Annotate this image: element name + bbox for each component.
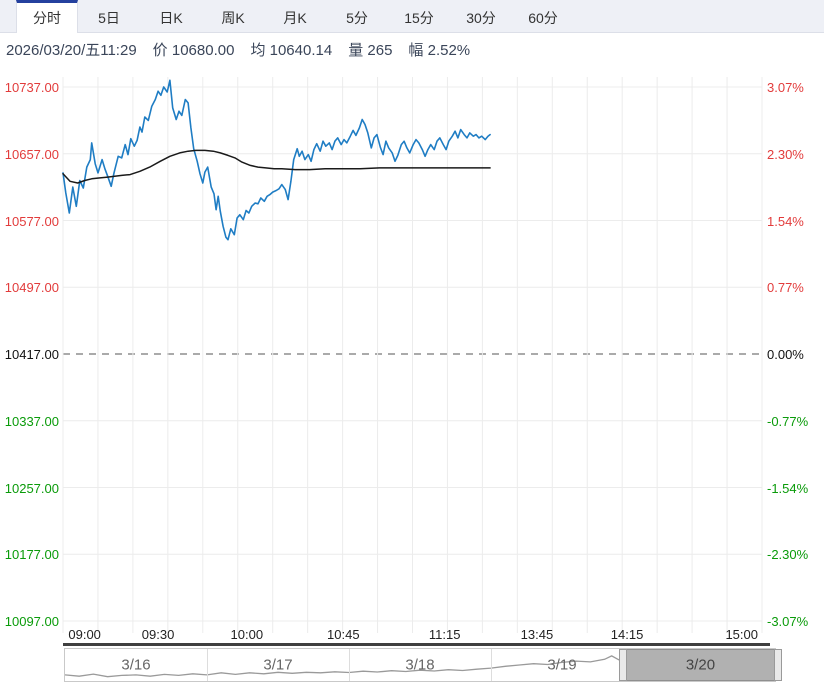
y-axis-label-left: 10417.00 — [4, 347, 59, 362]
x-axis-label: 09:30 — [141, 627, 175, 642]
navigator-handle-right[interactable] — [773, 649, 782, 681]
quote-range: 幅 2.52% — [408, 41, 471, 59]
period-tabbar: 分时 5日 日K 周K 月K 5分 15分 30分 60分 — [0, 0, 824, 33]
x-axis-label: 13:45 — [520, 627, 554, 642]
quote-datetime: 2026/03/20/五11:29 — [6, 41, 137, 59]
x-axis-label: 10:45 — [327, 627, 360, 642]
navigator-divider — [207, 649, 208, 681]
y-axis-label-right: -2.30% — [767, 547, 809, 563]
y-axis-label-left: 10337.00 — [4, 413, 59, 429]
navigator-date[interactable]: 3/18 — [405, 656, 435, 674]
chart-canvas[interactable] — [0, 65, 824, 647]
y-axis-label-left: 10097.00 — [4, 614, 59, 629]
y-axis-label-right: 1.54% — [767, 213, 804, 229]
y-axis-label-right: 0.77% — [767, 280, 804, 296]
chart-bottom-axis — [63, 643, 770, 646]
tab-day-k[interactable]: 日K — [159, 10, 183, 26]
tab-15min[interactable]: 15分 — [404, 10, 434, 26]
tab-month-k[interactable]: 月K — [283, 10, 307, 26]
x-axis-label: 11:15 — [428, 627, 461, 642]
quote-average: 均 10640.14 — [250, 41, 333, 59]
navigator-selection[interactable]: 3/20 — [618, 649, 782, 681]
y-axis-label-left: 10737.00 — [4, 80, 59, 95]
y-axis-label-right: 0.00% — [767, 347, 804, 362]
price-line — [62, 79, 491, 241]
y-axis-label-left: 10177.00 — [4, 547, 59, 563]
navigator-date[interactable]: 3/16 — [121, 656, 151, 674]
y-axis-label-right: 3.07% — [767, 80, 804, 95]
navigator-date[interactable]: 3/19 — [547, 656, 577, 674]
navigator-selected-date: 3/20 — [685, 656, 716, 674]
x-axis-label: 10:00 — [230, 627, 264, 642]
y-axis-label-right: -1.54% — [767, 480, 809, 496]
quote-volume: 量 265 — [348, 41, 393, 59]
y-axis-label-left: 10497.00 — [4, 280, 59, 296]
tab-minute[interactable]: 分时 — [16, 0, 78, 33]
average-line — [62, 149, 491, 184]
tab-60min[interactable]: 60分 — [528, 10, 558, 26]
tab-week-k[interactable]: 周K — [221, 10, 245, 26]
navigator-divider — [349, 649, 350, 681]
tab-five-day[interactable]: 5日 — [98, 10, 120, 26]
tab-5min[interactable]: 5分 — [346, 10, 368, 26]
x-axis-label: 15:00 — [725, 627, 758, 642]
y-axis-label-left: 10657.00 — [4, 146, 59, 162]
date-navigator[interactable]: 3/16 3/17 3/18 3/19 3/20 — [64, 648, 782, 682]
navigator-divider — [491, 649, 492, 681]
y-axis-label-left: 10577.00 — [4, 213, 59, 229]
y-axis-label-right: 2.30% — [767, 146, 804, 162]
quote-info-bar: 2026/03/20/五11:29 价 10680.00 均 10640.14 … — [0, 33, 824, 65]
quote-price: 价 10680.00 — [152, 41, 235, 59]
navigator-date[interactable]: 3/17 — [263, 656, 293, 674]
x-axis-label: 09:00 — [68, 627, 101, 642]
y-axis-label-right: -0.77% — [767, 413, 809, 429]
x-axis-label: 14:15 — [610, 627, 644, 642]
timeshare-chart[interactable]: 10737.00 10657.00 10577.00 10497.00 10417.00… — [0, 65, 824, 647]
navigator-handle-left[interactable] — [618, 649, 627, 681]
tab-30min[interactable]: 30分 — [466, 10, 496, 26]
y-axis-label-right: -3.07% — [767, 614, 809, 629]
y-axis-label-left: 10257.00 — [4, 480, 59, 496]
